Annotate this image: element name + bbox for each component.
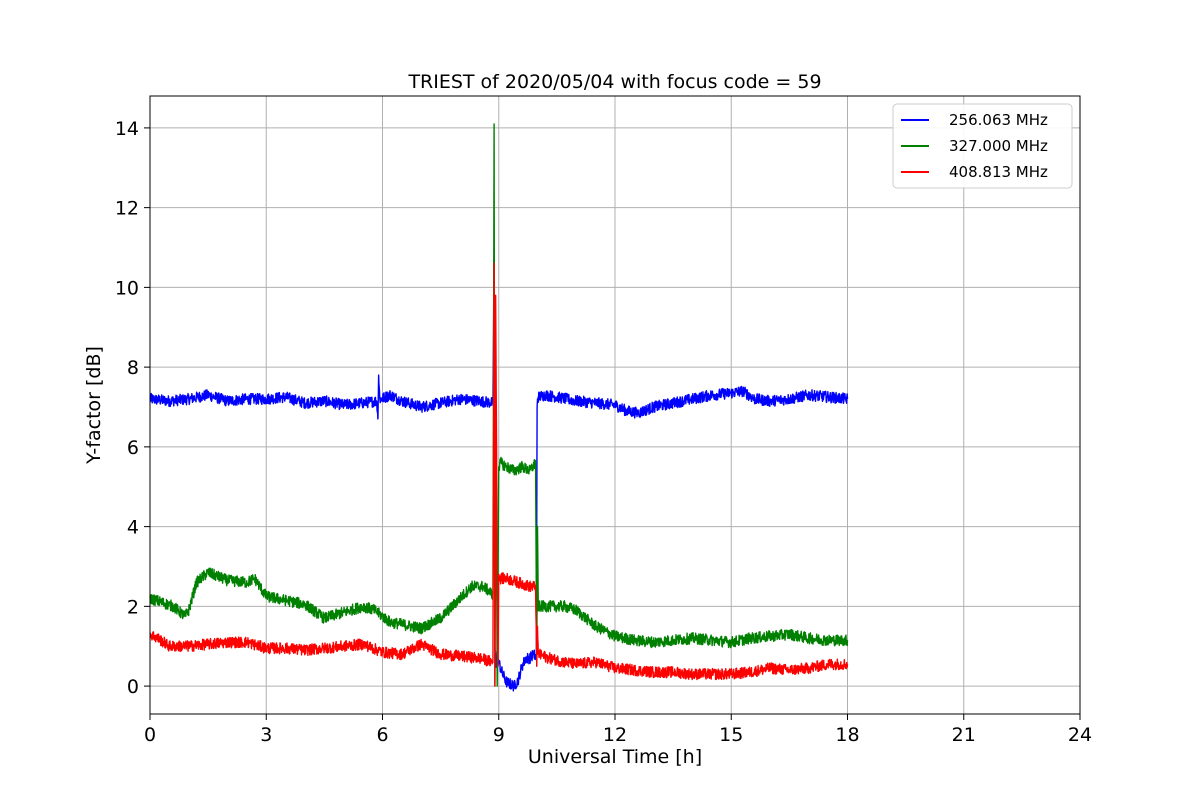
legend-label: 256.063 MHz <box>949 111 1048 129</box>
y-tick-label: 10 <box>115 277 139 299</box>
y-tick-label: 14 <box>115 118 139 140</box>
y-tick-label: 8 <box>127 357 139 379</box>
chart-title: TRIEST of 2020/05/04 with focus code = 5… <box>407 71 821 93</box>
y-tick-label: 6 <box>127 437 139 459</box>
y-tick-label: 4 <box>127 517 139 539</box>
x-tick-label: 15 <box>719 724 743 746</box>
legend-label: 327.000 MHz <box>949 137 1048 155</box>
plot-area <box>149 123 849 692</box>
series-line-2 <box>149 123 849 687</box>
x-tick-label: 9 <box>493 724 505 746</box>
y-axis-label: Y-factor [dB] <box>83 346 105 465</box>
legend: 256.063 MHz 327.000 MHz 408.813 MHz <box>892 103 1073 189</box>
x-tick-label: 12 <box>603 724 627 746</box>
x-axis-label: Universal Time [h] <box>528 746 702 768</box>
legend-frame <box>892 103 1073 189</box>
x-tick-label: 24 <box>1068 724 1092 746</box>
series-line-1 <box>149 258 849 692</box>
x-tick-label: 18 <box>835 724 859 746</box>
x-tick-label: 0 <box>144 724 156 746</box>
y-tick-label: 0 <box>127 676 139 698</box>
series-line-3 <box>149 262 849 687</box>
y-tick-label: 12 <box>115 198 139 220</box>
x-tick-label: 21 <box>952 724 976 746</box>
y-tick-label: 2 <box>127 596 139 618</box>
x-tick-label: 3 <box>260 724 272 746</box>
x-tick-label: 6 <box>376 724 388 746</box>
legend-label: 408.813 MHz <box>949 163 1048 181</box>
